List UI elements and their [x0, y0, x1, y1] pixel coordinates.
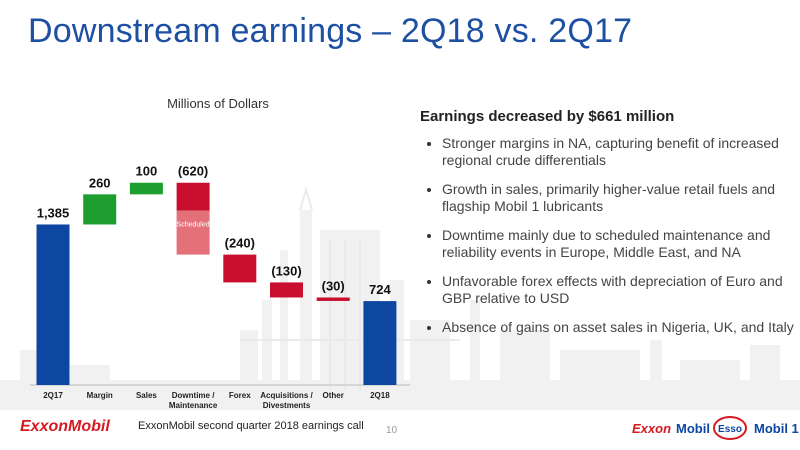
- category-label-line: Other: [323, 391, 344, 400]
- bar-scheduled-portion: [176, 210, 210, 255]
- page-number: 10: [386, 425, 398, 436]
- summary-panel: Earnings decreased by $661 million Stron…: [420, 108, 795, 348]
- value-label-5: (240): [225, 236, 255, 251]
- chart-title: Millions of Dollars: [167, 96, 269, 111]
- category-label-1: 2Q17: [43, 391, 63, 400]
- summary-bullet: Unfavorable forex effects with depreciat…: [442, 273, 795, 307]
- category-label-line: 2Q18: [370, 391, 390, 400]
- category-label-4: Downtime / Maintenance: [169, 391, 218, 410]
- summary-heading: Earnings decreased by $661 million: [420, 108, 675, 125]
- mobil-logo: Mobil: [676, 421, 710, 436]
- summary-bullet: Stronger margins in NA, capturing benefi…: [442, 135, 795, 169]
- summary-bullet-list: Stronger margins in NA, capturing benefi…: [420, 135, 795, 336]
- category-label-line: Margin: [87, 391, 113, 400]
- bar-5: [223, 254, 257, 283]
- bar-2: [83, 194, 117, 225]
- bar-3: [129, 182, 163, 195]
- category-label-2: Margin: [87, 391, 113, 400]
- category-label-line: Sales: [136, 391, 157, 400]
- svg-text:ExxonMobil: ExxonMobil: [20, 418, 110, 435]
- brand-logos: Exxon Mobil Esso Mobil 1: [632, 416, 799, 440]
- category-label-6: Acquisitions / Divestments: [260, 391, 313, 410]
- category-label-line: Acquisitions /: [260, 391, 313, 400]
- mobil1-logo: Mobil 1: [754, 421, 799, 436]
- category-label-line: Forex: [229, 391, 251, 400]
- value-label-3: 100: [136, 164, 158, 179]
- category-label-line: Maintenance: [169, 401, 218, 410]
- value-label-2: 260: [89, 175, 111, 190]
- value-label-7: (30): [322, 278, 345, 293]
- slide-title: Downstream earnings – 2Q18 vs. 2Q17: [28, 12, 633, 50]
- category-label-5: Forex: [229, 391, 251, 400]
- esso-logo-oval: [713, 416, 747, 440]
- bar-6: [270, 282, 303, 298]
- category-label-3: Sales: [136, 391, 157, 400]
- category-label-7: Other: [323, 391, 344, 400]
- value-label-4: (620): [178, 164, 208, 179]
- scheduled-label: Scheduled: [177, 222, 210, 229]
- bar-4: [176, 182, 210, 211]
- bar-1: [36, 224, 70, 385]
- esso-logo: Esso: [718, 424, 742, 435]
- value-label-1: 1,385: [37, 205, 70, 220]
- exxon-logo: Exxon: [632, 421, 671, 436]
- summary-bullet: Growth in sales, primarily higher-value …: [442, 181, 795, 215]
- exxonmobil-logo: ExxonMobil: [20, 418, 110, 435]
- summary-bullet: Downtime mainly due to scheduled mainten…: [442, 227, 795, 261]
- bar-7: [316, 297, 350, 301]
- category-label-line: 2Q17: [43, 391, 63, 400]
- category-label-line: Downtime /: [172, 391, 215, 400]
- category-label-8: 2Q18: [370, 391, 390, 400]
- value-label-8: 724: [369, 282, 391, 297]
- summary-bullet: Absence of gains on asset sales in Niger…: [442, 319, 795, 336]
- category-label-line: Divestments: [263, 401, 311, 410]
- bar-8: [363, 301, 397, 385]
- footer-bar: [0, 410, 800, 450]
- waterfall-chart: Millions of Dollars 1,385 2Q17 260 Margin 100…: [30, 96, 410, 410]
- footer-text: ExxonMobil second quarter 2018 earnings …: [138, 420, 364, 432]
- value-label-6: (130): [271, 263, 301, 278]
